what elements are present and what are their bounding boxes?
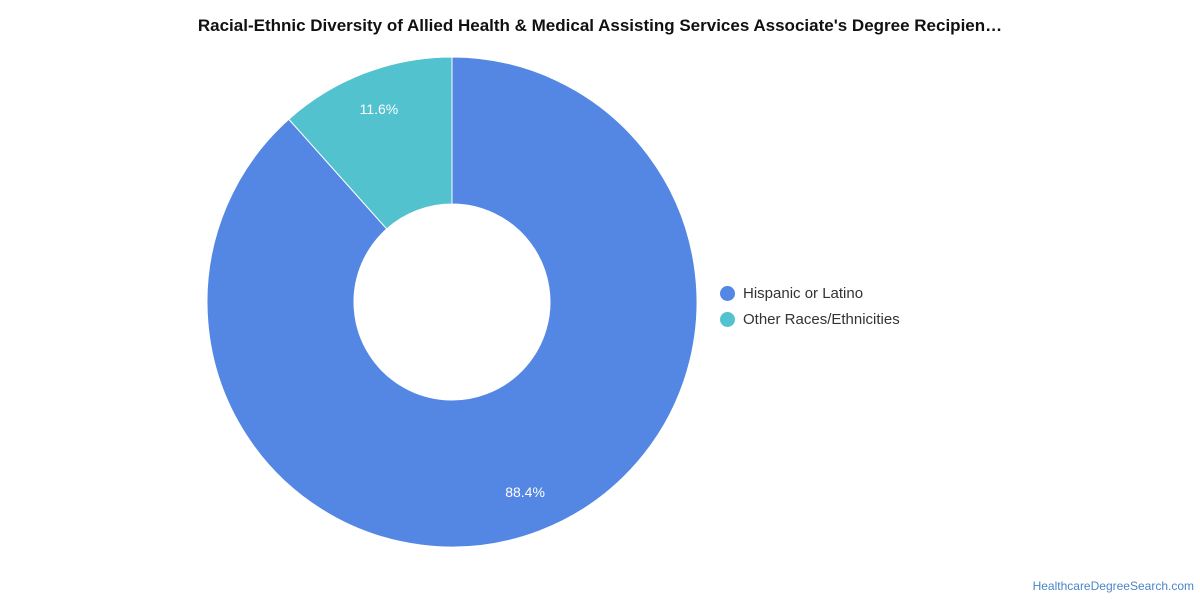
legend-label: Hispanic or Latino — [743, 284, 864, 302]
legend-swatch — [720, 285, 735, 301]
slice-data-label: 11.6% — [360, 101, 399, 117]
donut-slice[interactable] — [288, 56, 453, 230]
chart-title: Racial-Ethnic Diversity of Allied Health… — [197, 16, 1003, 35]
slice-data-label: 88.4% — [505, 484, 545, 500]
legend-swatch — [720, 311, 735, 327]
legend-item-other-races[interactable]: Other Races/Ethnicities — [720, 306, 900, 332]
chart-legend: Hispanic or Latino Other Races/Ethniciti… — [720, 280, 900, 332]
legend-label: Other Races/Ethnicities — [743, 310, 900, 328]
legend-item-hispanic-or-latino[interactable]: Hispanic or Latino — [720, 280, 900, 306]
source-link[interactable]: HealthcareDegreeSearch.com — [1032, 579, 1194, 593]
donut-slice[interactable] — [206, 56, 698, 548]
